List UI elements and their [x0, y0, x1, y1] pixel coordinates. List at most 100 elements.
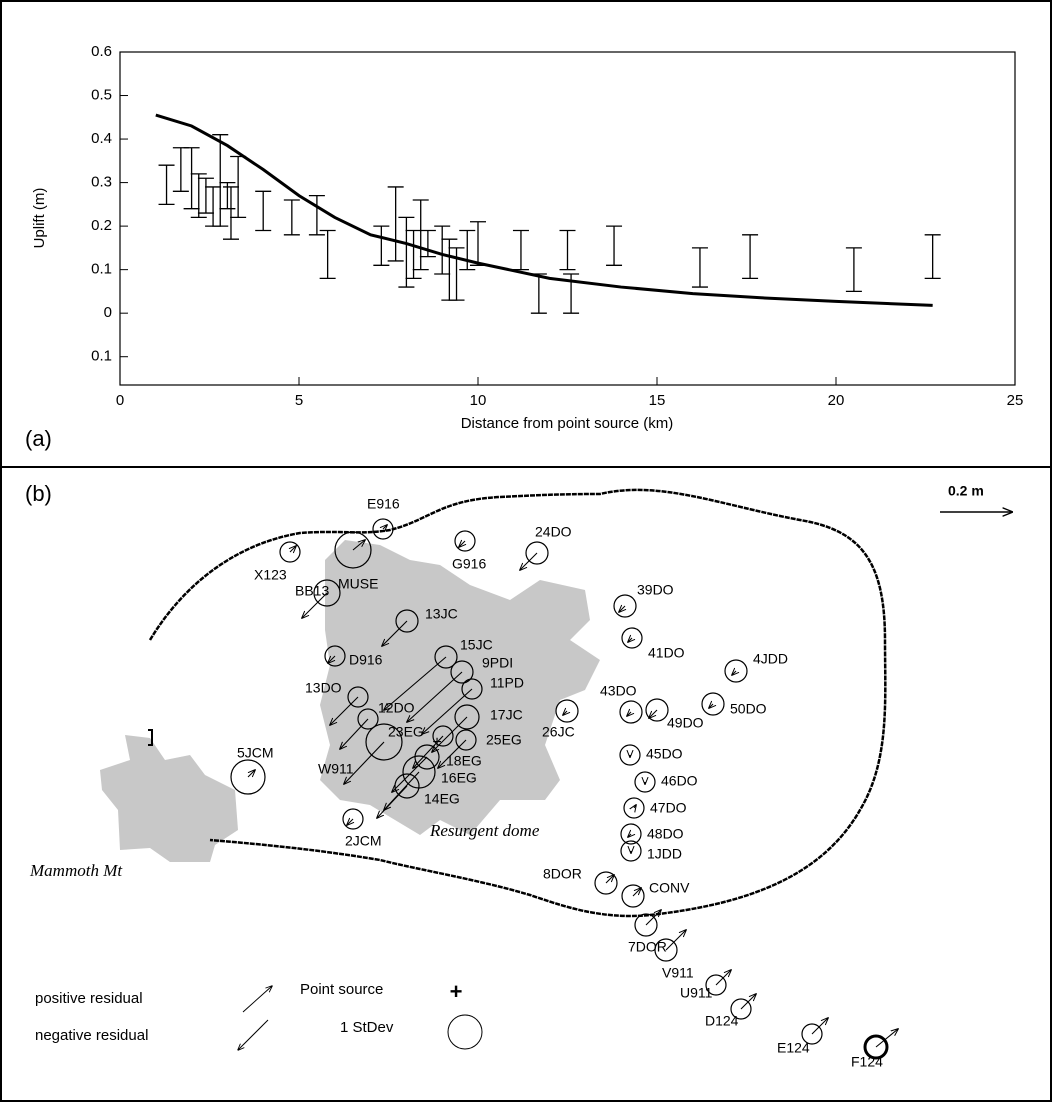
legend-label: positive residual	[35, 990, 143, 1007]
station-label: 8DOR	[543, 866, 582, 882]
residual-arrow	[422, 688, 473, 734]
station-circle	[730, 998, 752, 1020]
station-circle	[324, 645, 346, 667]
residual-arrow	[649, 709, 658, 718]
error-bar	[924, 234, 941, 280]
caldera-fragment	[148, 729, 153, 746]
residual-arrow	[328, 655, 336, 663]
station-circle	[621, 884, 645, 908]
station-label: D916	[349, 652, 383, 668]
station-circle	[724, 659, 748, 683]
station-label: 46DO	[661, 773, 698, 789]
station-label: BB13	[295, 583, 329, 599]
station-label: 49DO	[667, 715, 704, 731]
station-label: E124	[777, 1040, 810, 1056]
residual-arrow	[247, 770, 255, 778]
error-bar	[470, 221, 486, 266]
station-circle	[623, 797, 645, 819]
station-circle	[555, 699, 579, 723]
station-label: 18EG	[446, 753, 482, 769]
y-axis-label: Uplift (m)	[31, 188, 48, 249]
station-circle	[701, 692, 725, 716]
station-circle	[461, 678, 483, 700]
station-circle	[434, 645, 458, 669]
station-label: 15JC	[460, 637, 493, 653]
y-tick-label: 0.1	[91, 348, 112, 365]
error-bar	[419, 229, 436, 258]
error-bar	[387, 186, 404, 262]
model-curve	[155, 113, 933, 307]
station-label: E916	[367, 496, 400, 512]
residual-arrow	[290, 546, 296, 552]
station-circle	[450, 660, 474, 684]
station-label: CONV	[649, 880, 690, 896]
residual-arrow	[634, 805, 636, 808]
residual-arrow	[352, 540, 365, 551]
error-bar	[412, 199, 429, 271]
error-bar	[398, 216, 415, 288]
station-label: 4JDD	[753, 651, 788, 667]
station-circle	[613, 594, 637, 618]
station-label: 48DO	[647, 826, 684, 842]
error-bar	[434, 225, 451, 275]
station-label: 50DO	[730, 701, 767, 717]
legend-arrow	[242, 986, 272, 1013]
legend-arrow	[238, 1019, 269, 1050]
panel-label: (b)	[25, 481, 52, 506]
station-circle	[365, 723, 403, 761]
residual-arrow	[330, 696, 359, 725]
residual-arrow	[875, 1029, 898, 1048]
error-bar	[158, 164, 175, 206]
panel-label: (a)	[25, 426, 52, 451]
error-bar	[606, 225, 623, 266]
station-circle	[394, 773, 420, 799]
x-axis-label: Distance from point source (km)	[461, 415, 674, 432]
station-label: 5JCM	[237, 745, 274, 761]
error-bar	[308, 194, 325, 236]
error-bar	[373, 225, 390, 266]
station-label: 45DO	[646, 746, 683, 762]
station-label: 23EG	[388, 724, 424, 740]
station-label: 26JC	[542, 724, 575, 740]
error-bar	[212, 134, 229, 227]
error-bar	[283, 199, 300, 236]
error-bar	[559, 229, 576, 271]
residual-arrow	[384, 656, 447, 710]
station-circle	[801, 1023, 823, 1045]
residual-arrow	[520, 552, 538, 570]
station-label: 25EG	[486, 732, 522, 748]
station-label: F124	[851, 1054, 883, 1070]
y-tick-label: 0.4	[91, 130, 112, 147]
x-tick-label: 20	[828, 392, 845, 409]
station-label: 9PDI	[482, 655, 513, 671]
residual-arrow	[347, 819, 353, 825]
scale-label: 0.2 m	[948, 483, 984, 499]
residual-arrow	[407, 671, 463, 722]
station-label: 11PD	[490, 675, 524, 691]
residual-arrow	[459, 541, 465, 547]
legend-symbol: +	[450, 979, 463, 1004]
station-circle	[432, 725, 454, 747]
x-tick-label: 0	[116, 392, 124, 409]
station-label: 13JC	[425, 606, 458, 622]
station-label: 17JC	[490, 707, 523, 723]
station-label: D124	[705, 1013, 739, 1029]
station-circle	[313, 579, 341, 607]
station-circle	[455, 729, 477, 751]
station-circle	[619, 744, 641, 766]
station-label: 39DO	[637, 582, 674, 598]
y-tick-label: 0.1	[91, 261, 112, 278]
error-bar	[255, 190, 272, 232]
panel-a: (a) Distance from point source (km) Upli…	[25, 43, 1023, 451]
residual-arrow	[619, 606, 625, 612]
error-bar	[197, 177, 214, 214]
error-bar	[183, 147, 200, 210]
y-tick-label: 0.3	[91, 174, 112, 191]
error-bar	[530, 273, 547, 314]
station-label: 43DO	[600, 683, 637, 699]
x-tick-label: 5	[295, 392, 303, 409]
error-bar	[190, 173, 207, 219]
error-bar	[172, 147, 189, 192]
residual-arrow	[627, 712, 631, 716]
